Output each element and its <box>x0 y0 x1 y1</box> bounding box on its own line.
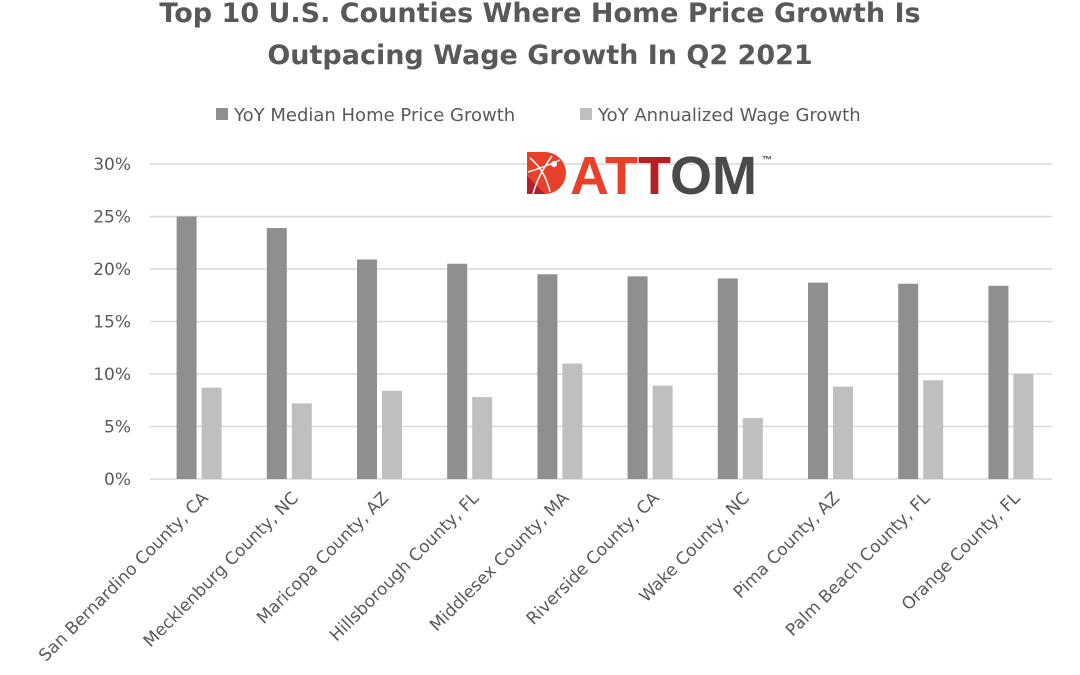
y-axis-ticks: 0% 5% 10% 15% 20% 25% 30% <box>93 155 131 490</box>
y-tick-label: 5% <box>104 418 131 438</box>
bar-wage-growth <box>472 397 493 479</box>
x-tick-label: Mecklenburg County, NC <box>140 488 303 651</box>
bar-wage-growth <box>652 385 673 479</box>
attom-logo: ATTOM ™ <box>522 146 1014 206</box>
bar-home-price-growth <box>627 276 648 479</box>
bar-wage-growth <box>562 363 583 479</box>
bar-home-price-growth <box>357 259 377 479</box>
bar-home-price-growth <box>808 282 828 479</box>
chart-title-line1: Top 10 U.S. Counties Where Home Price Gr… <box>159 0 920 29</box>
svg-text:ATTOM: ATTOM <box>570 146 757 206</box>
bar-home-price-growth <box>537 274 558 479</box>
y-tick-label: 30% <box>93 155 131 175</box>
bar-home-price-growth <box>266 228 287 479</box>
bar-wage-growth <box>291 403 312 479</box>
bar-home-price-growth <box>176 216 197 479</box>
y-tick-label: 25% <box>93 208 131 228</box>
legend-swatch-wage <box>580 108 592 120</box>
bar-wage-growth <box>923 380 944 479</box>
bar-wage-growth <box>742 418 763 479</box>
bar-wage-growth <box>382 390 402 479</box>
bar-wage-growth <box>1013 374 1034 479</box>
x-tick-label: Palm Beach County, FL <box>782 488 935 641</box>
x-tick-label: Hillsborough County, FL <box>326 488 484 646</box>
bar-home-price-growth <box>898 283 919 479</box>
logo-tm: ™ <box>762 155 772 166</box>
legend: YoY Median Home Price Growth YoY Annuali… <box>216 105 861 126</box>
bar-home-price-growth <box>717 278 738 479</box>
y-tick-label: 10% <box>93 365 131 385</box>
bar-wage-growth <box>201 387 222 479</box>
y-tick-label: 0% <box>104 470 131 490</box>
legend-label-wage: YoY Annualized Wage Growth <box>597 105 861 126</box>
chart-title-line2: Outpacing Wage Growth In Q2 2021 <box>267 40 812 71</box>
bar-wage-growth <box>833 386 853 479</box>
bar-home-price-growth <box>447 263 468 479</box>
y-tick-label: 15% <box>93 313 131 333</box>
y-tick-label: 20% <box>93 260 131 280</box>
bars <box>176 216 1034 479</box>
x-tick-label: San Bernardino County, CA <box>35 488 213 666</box>
legend-swatch-home-price <box>216 108 228 120</box>
bar-home-price-growth <box>988 285 1009 479</box>
legend-label-home-price: YoY Median Home Price Growth <box>233 105 515 126</box>
